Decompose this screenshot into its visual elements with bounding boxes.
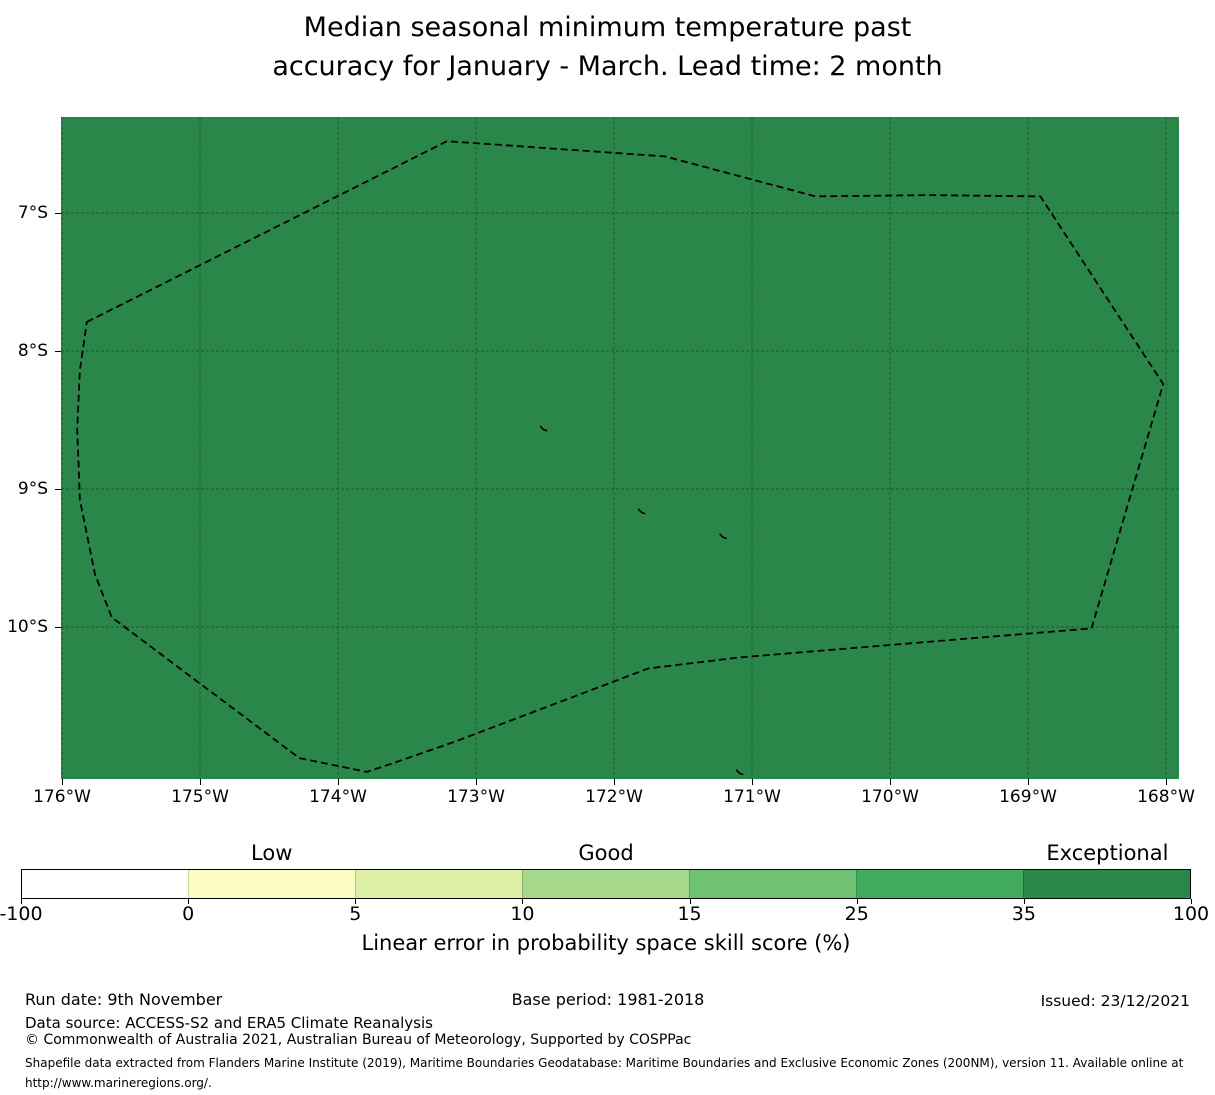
map-plot — [61, 117, 1179, 779]
colorbar-tick-mark — [21, 899, 22, 904]
colorbar-tick-mark — [522, 899, 524, 904]
colorbar-tick-label: 15 — [677, 903, 702, 925]
x-tick-label: 169°W — [999, 787, 1057, 807]
colorbar-category-low: Low — [251, 841, 293, 865]
x-tick-mark — [476, 779, 477, 785]
colorbar-segment-6 — [1023, 870, 1190, 898]
colorbar-tick-label: 0 — [182, 903, 195, 925]
x-tick-label: 175°W — [171, 787, 229, 807]
colorbar-tick-label: 10 — [510, 903, 535, 925]
island-mark — [539, 425, 548, 432]
shapefile-attribution-line2: http://www.marineregions.org/. — [25, 1075, 212, 1090]
colorbar-tick-label: 5 — [349, 903, 362, 925]
x-tick-mark — [1028, 779, 1029, 785]
x-tick-label: 173°W — [447, 787, 505, 807]
x-tick-mark — [752, 779, 753, 785]
colorbar-tick-label: -100 — [0, 903, 43, 925]
island-mark — [637, 508, 646, 515]
base-period-text: Base period: 1981-2018 — [511, 990, 705, 1009]
x-tick-mark — [338, 779, 339, 785]
figure-title-line2: accuracy for January - March. Lead time:… — [272, 51, 943, 83]
colorbar-tick-mark — [355, 899, 357, 904]
colorbar-tick-label: 100 — [1172, 903, 1210, 925]
island-markers — [539, 425, 744, 776]
issued-date-text: Issued: 23/12/2021 — [1040, 992, 1190, 1010]
map-background — [61, 117, 1179, 779]
figure-title-line1: Median seasonal minimum temperature past — [303, 12, 912, 43]
x-tick-mark — [62, 779, 63, 785]
data-source-text: Data source: ACCESS-S2 and ERA5 Climate … — [25, 1014, 433, 1032]
x-tick-label: 170°W — [861, 787, 919, 807]
colorbar-segment-4 — [689, 870, 856, 898]
colorbar-segment-5 — [856, 870, 1023, 898]
colorbar-axis-label: Linear error in probability space skill … — [361, 931, 851, 955]
x-tick-label: 172°W — [585, 787, 643, 807]
x-tick-mark — [1166, 779, 1167, 785]
colorbar-segment-0 — [22, 870, 188, 898]
shapefile-attribution-line1: Shapefile data extracted from Flanders M… — [25, 1056, 1184, 1070]
colorbar-tick-mark — [1191, 899, 1192, 904]
y-tick-mark — [55, 351, 61, 352]
x-tick-mark — [890, 779, 891, 785]
x-tick-label: 171°W — [723, 787, 781, 807]
x-tick-mark — [200, 779, 201, 785]
colorbar-category-good: Good — [578, 841, 634, 865]
y-tick-label: 7°S — [17, 203, 48, 223]
colorbar-tick-label: 25 — [844, 903, 869, 925]
shapefile-attribution: Shapefile data extracted from Flanders M… — [25, 1054, 1195, 1094]
colorbar-tick-mark — [856, 899, 858, 904]
colorbar-segment-3 — [522, 870, 689, 898]
copyright-text: © Commonwealth of Australia 2021, Austra… — [25, 1032, 692, 1048]
map-gridlines — [61, 117, 1179, 779]
x-tick-label: 174°W — [309, 787, 367, 807]
y-tick-mark — [55, 489, 61, 490]
x-tick-label: 176°W — [33, 787, 91, 807]
y-tick-label: 9°S — [17, 479, 48, 499]
colorbar-category-exceptional: Exceptional — [1046, 841, 1169, 865]
colorbar-tick-mark — [689, 899, 691, 904]
y-tick-label: 10°S — [7, 617, 48, 637]
y-tick-mark — [55, 627, 61, 628]
colorbar-tick-label: 35 — [1011, 903, 1036, 925]
run-date-text: Run date: 9th November — [25, 990, 223, 1009]
island-mark — [735, 769, 744, 776]
x-tick-mark — [614, 779, 615, 785]
y-tick-label: 8°S — [17, 341, 48, 361]
colorbar-tick-mark — [188, 899, 190, 904]
colorbar-segment-2 — [355, 870, 522, 898]
colorbar-segment-1 — [188, 870, 355, 898]
eez-boundary — [76, 140, 1165, 773]
map-canvas — [61, 117, 1179, 779]
figure-title: Median seasonal minimum temperature past… — [0, 8, 1215, 86]
island-mark — [719, 533, 727, 540]
x-tick-label: 168°W — [1137, 787, 1195, 807]
y-tick-mark — [55, 213, 61, 214]
colorbar-tick-mark — [1023, 899, 1025, 904]
colorbar — [21, 869, 1191, 899]
